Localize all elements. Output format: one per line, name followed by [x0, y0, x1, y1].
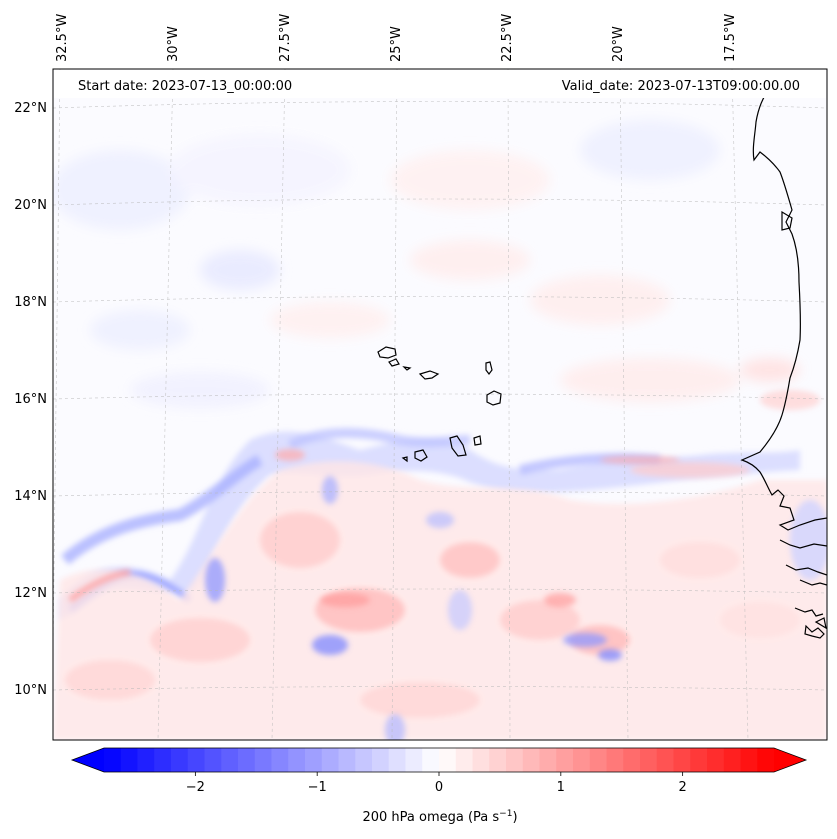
start-date-label: Start date: 2023-07-13_00:00:00 — [78, 79, 292, 94]
colorbar-tick-label: 0 — [435, 780, 443, 795]
colorbar-label: 200 hPa omega (Pa s−1) — [362, 809, 517, 825]
colorbar-cell — [522, 748, 541, 772]
colorbar-label-exponent: −1 — [499, 809, 512, 819]
colorbar-cell — [673, 748, 691, 772]
lon-label-32-5w: 32.5°W — [55, 14, 70, 62]
colorbar-cell — [439, 748, 457, 772]
cape-verde-santiago — [449, 435, 467, 457]
colorbar-cell — [455, 748, 474, 772]
colorbar-cell — [573, 748, 591, 772]
lon-label-20w: 20°W — [611, 26, 626, 62]
colorbar-cell — [690, 748, 708, 772]
colorbar-cell — [623, 748, 641, 772]
colorbar-cell — [723, 748, 742, 772]
colorbar-cell — [539, 748, 557, 772]
coastlines — [377, 87, 827, 639]
latitude-labels: 22°N 20°N 18°N 16°N 14°N 12°N 10°N — [14, 101, 47, 698]
colorbar-cell — [137, 748, 155, 772]
map-frame — [52, 68, 828, 741]
colorbar-cell — [757, 748, 775, 772]
lon-label-27-5w: 27.5°W — [278, 14, 293, 62]
colorbar-label-main: 200 hPa omega (Pa s — [362, 810, 499, 825]
lon-label-30w: 30°W — [166, 26, 181, 62]
colorbar-cell — [321, 748, 340, 772]
lat-label-20n: 20°N — [14, 198, 47, 213]
colorbar-cell — [204, 748, 222, 772]
colorbar-cell — [271, 748, 289, 772]
colorbar-ticks: −2 −1 0 1 2 — [186, 772, 687, 795]
lat-label-18n: 18°N — [14, 295, 47, 310]
omega-field — [53, 69, 827, 740]
colorbar-cell — [372, 748, 390, 772]
colorbar-cell — [187, 748, 206, 772]
colorbar-cell — [238, 748, 256, 772]
colorbar-label-end: ) — [512, 810, 517, 825]
colorbar-tick-label: 2 — [678, 780, 686, 795]
colorbar-cell — [171, 748, 189, 772]
colorbar-cell — [154, 748, 172, 772]
colorbar-cell — [506, 748, 524, 772]
colorbar-cell — [422, 748, 440, 772]
colorbar-extend-max — [774, 748, 806, 772]
colorbar-cell — [472, 748, 490, 772]
colorbar-cell — [388, 748, 407, 772]
colorbar-cell — [489, 748, 507, 772]
colorbar-cell — [656, 748, 675, 772]
map-panel: Start date: 2023-07-13_00:00:00 Valid_da… — [52, 68, 828, 741]
cape-verde-santo-antao — [377, 346, 397, 359]
valid-date-label: Valid_date: 2023-07-13T09:00:00.00 — [562, 79, 800, 94]
colorbar-tick-label: −2 — [186, 780, 205, 795]
lat-label-16n: 16°N — [14, 392, 47, 407]
colorbar-cell — [589, 748, 608, 772]
lat-label-12n: 12°N — [14, 586, 47, 601]
cape-verde-fogo — [414, 449, 428, 462]
colorbar-cells — [104, 748, 775, 772]
colorbar-cell — [405, 748, 423, 772]
colorbar-cell — [355, 748, 373, 772]
colorbar-cell — [707, 748, 725, 772]
longitude-labels: 32.5°W 30°W 27.5°W 25°W 22.5°W 20°W 17.5… — [55, 14, 738, 62]
colorbar-extend-min — [72, 748, 104, 772]
lon-label-25w: 25°W — [389, 26, 404, 62]
colorbar-cell — [221, 748, 239, 772]
lat-label-14n: 14°N — [14, 489, 47, 504]
lat-label-22n: 22°N — [14, 101, 47, 116]
colorbar-cell — [338, 748, 356, 772]
colorbar-cell — [640, 748, 658, 772]
colorbar-cell — [254, 748, 273, 772]
colorbar-outline — [70, 747, 808, 773]
colorbar-cell — [104, 748, 122, 772]
colorbar: −2 −1 0 1 2 200 hPa omega (Pa s−1) — [70, 747, 808, 825]
annotation-backdrop — [54, 70, 826, 98]
colorbar-tick-label: −1 — [308, 780, 327, 795]
cape-verde-boa-vista — [486, 390, 502, 406]
lon-label-17-5w: 17.5°W — [723, 14, 738, 62]
colorbar-cell — [556, 748, 574, 772]
colorbar-tick-label: 1 — [557, 780, 565, 795]
colorbar-cell — [288, 748, 306, 772]
colorbar-cell — [305, 748, 323, 772]
lon-label-22-5w: 22.5°W — [500, 14, 515, 62]
colorbar-cell — [606, 748, 624, 772]
africa-coastline — [740, 87, 827, 531]
colorbar-cell — [120, 748, 139, 772]
colorbar-cell — [740, 748, 758, 772]
lat-label-10n: 10°N — [14, 683, 47, 698]
